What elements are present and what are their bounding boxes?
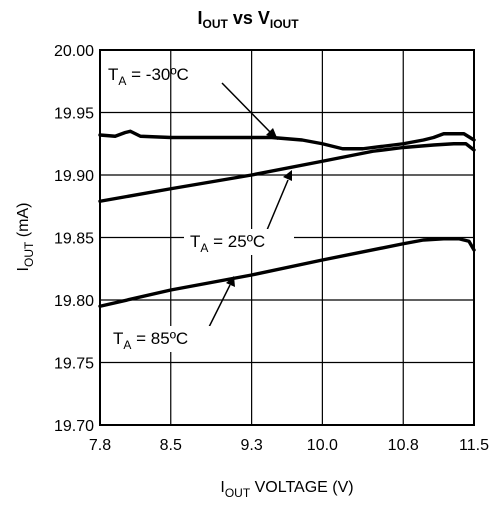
y-axis-label-main: I <box>15 267 32 271</box>
y-tick-label: 19.90 <box>54 168 94 185</box>
x-tick-label: 11.5 <box>459 437 489 454</box>
x-tick-label: 10.0 <box>307 437 338 454</box>
arrow-25 <box>266 179 289 231</box>
series-group <box>98 129 476 308</box>
x-tick-labels: 7.8 8.5 9.3 10.0 10.8 11.5 <box>89 437 489 454</box>
y-tick-label: 19.80 <box>54 293 94 310</box>
annotation-25-rest: = 25ºC <box>208 232 265 251</box>
x-axis-label: IOUT VOLTAGE (V) <box>220 479 353 500</box>
y-tick-label: 19.75 <box>54 356 94 373</box>
series-line-25c <box>98 142 476 203</box>
y-axis-label-rest: (mA) <box>15 203 32 242</box>
arrow-minus30 <box>221 82 273 135</box>
y-axis-label-sub: OUT <box>22 241 36 267</box>
annotation-85: TA = 85ºC <box>113 329 188 352</box>
x-axis-label-sub: OUT <box>225 486 251 500</box>
chart-title: IOUT vs VIOUT <box>197 8 299 31</box>
series-line-85c <box>98 237 476 308</box>
annotation-85-t: T <box>113 329 123 348</box>
y-tick-label: 19.70 <box>54 418 94 435</box>
chart-title-sub1: OUT <box>202 17 228 31</box>
x-tick-label: 8.5 <box>160 437 182 454</box>
annotation-25-bg <box>184 229 294 255</box>
y-tick-label: 19.95 <box>54 106 94 123</box>
annotation-25: TA = 25ºC <box>190 232 265 255</box>
y-tick-label: 19.85 <box>54 231 94 248</box>
x-tick-label: 7.8 <box>89 437 111 454</box>
annotation-minus30-t: T <box>108 65 118 84</box>
annotation-25-t: T <box>190 232 200 251</box>
series-line-minus30c <box>98 129 476 151</box>
chart-title-main: I <box>197 8 202 28</box>
chart-title-mid: vs V <box>228 8 270 28</box>
annotation-85-sub: A <box>123 338 131 352</box>
arrowhead-85 <box>226 276 235 287</box>
arrowhead-minus30 <box>266 128 278 140</box>
chart-title-sub2: IOUT <box>270 17 299 31</box>
annotation-minus30-rest: = -30ºC <box>126 65 188 84</box>
y-tick-label: 20.00 <box>54 43 94 60</box>
x-axis-label-rest: VOLTAGE (V) <box>250 479 353 496</box>
annotation-minus30: TA = -30ºC <box>108 65 189 88</box>
x-tick-label: 9.3 <box>240 437 262 454</box>
plot-frame <box>99 49 475 426</box>
y-tick-labels: 19.70 19.75 19.80 19.85 19.90 19.95 20.00 <box>54 43 94 435</box>
y-axis-label: IOUT (mA) <box>15 203 36 272</box>
annotation-25-sub: A <box>200 241 208 255</box>
annotation-85-rest: = 85ºC <box>131 329 188 348</box>
x-axis-label-main: I <box>220 479 224 496</box>
arrowhead-25 <box>283 170 292 181</box>
annotation-minus30-sub: A <box>118 74 126 88</box>
annotation-arrows <box>204 82 292 336</box>
annotation-85-bg <box>108 326 218 352</box>
x-tick-label: 10.8 <box>388 437 419 454</box>
